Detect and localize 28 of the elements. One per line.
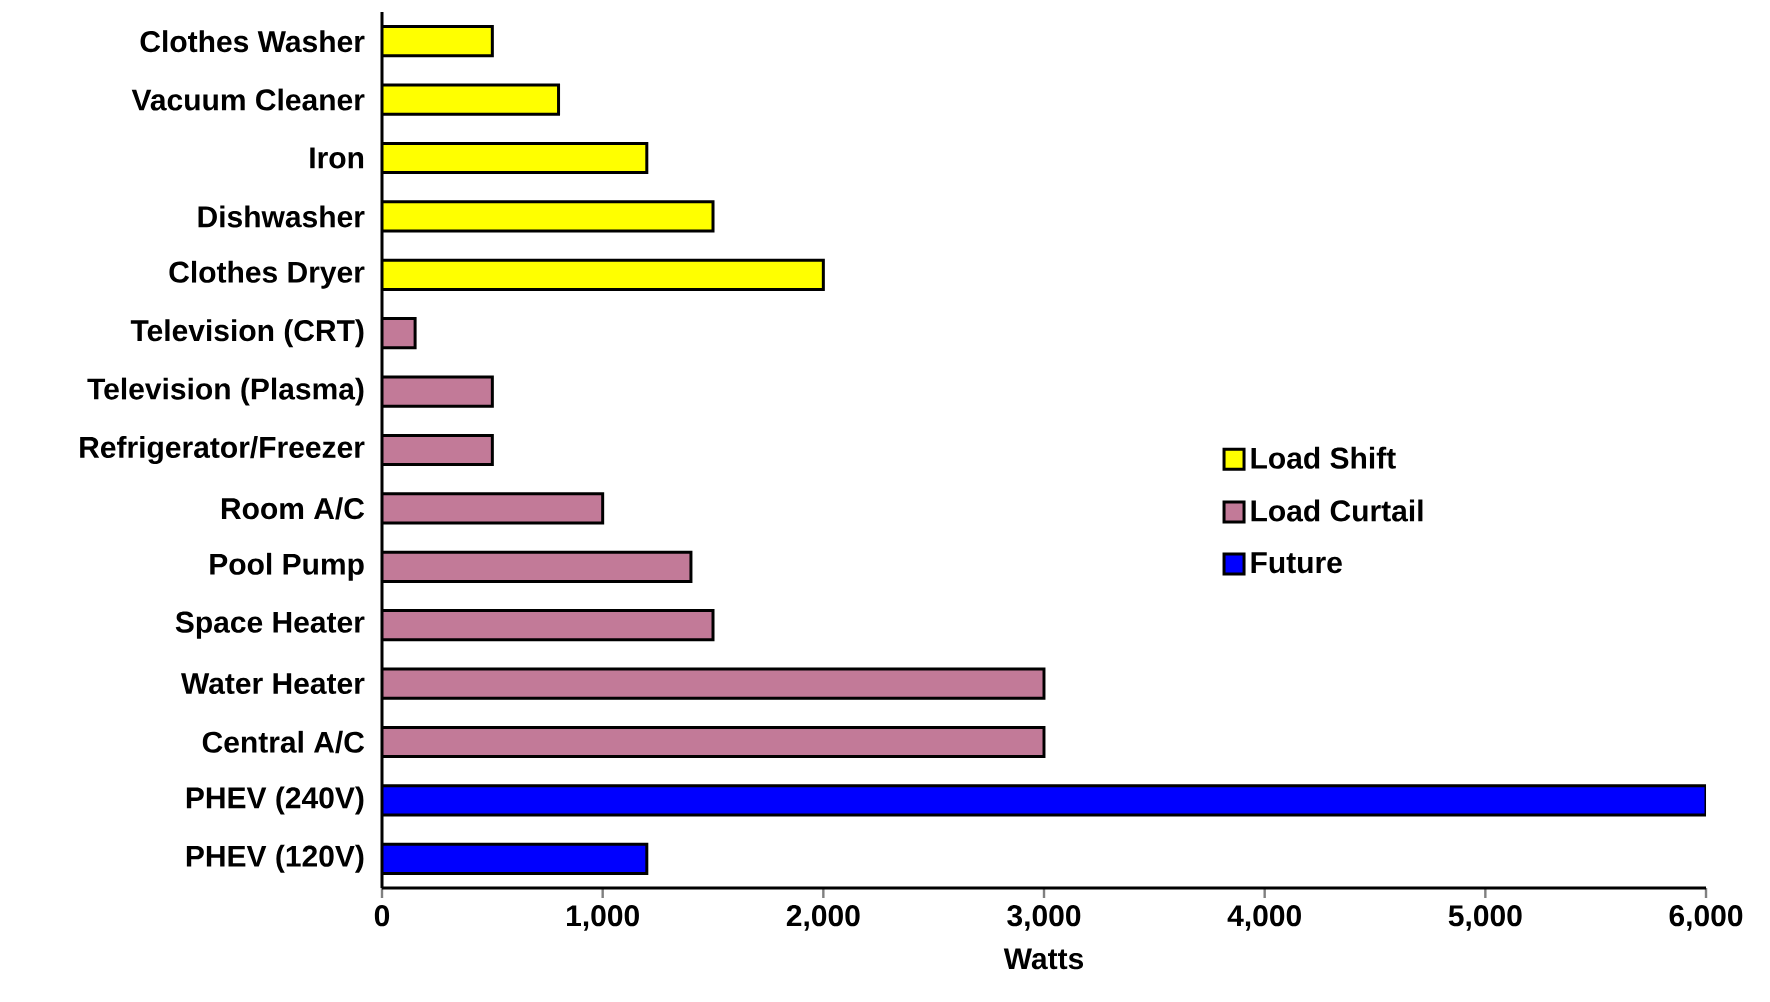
y-tick-label: Water Heater bbox=[181, 673, 365, 695]
y-tick-label: Refrigerator/Freezer bbox=[80, 435, 365, 465]
y-tick-label: PHEV (120V) bbox=[186, 844, 364, 873]
y-tick-label: Clothes Washer bbox=[140, 30, 365, 53]
legend-label: Load Curtail bbox=[1251, 499, 1423, 522]
legend-label: Load Shift bbox=[1251, 446, 1396, 469]
x-tick-label: 5,000 bbox=[1448, 905, 1522, 931]
y-tick-label: Space Heater bbox=[175, 611, 365, 639]
x-tick-label: 0 bbox=[374, 905, 390, 927]
y-tick-label: Pool Pump bbox=[210, 552, 364, 581]
y-tick-label: PHEV (240V) bbox=[186, 786, 364, 815]
x-tick-label: 3,000 bbox=[1007, 905, 1081, 931]
y-tick-label: Room A/C bbox=[221, 497, 365, 520]
y-tick-label: Television (CRT) bbox=[130, 319, 364, 348]
y-tick-label: Television (Plasma) bbox=[87, 377, 364, 406]
y-tick-label: Iron bbox=[310, 147, 364, 169]
y-tick-label: Dishwasher bbox=[198, 205, 365, 228]
x-axis-title: Watts bbox=[1003, 948, 1084, 970]
y-tick-label: Clothes Dryer bbox=[169, 260, 365, 289]
x-tick-label: 1,000 bbox=[567, 905, 639, 931]
x-tick-label: 6,000 bbox=[1669, 905, 1743, 931]
y-tick-label: Central A/C bbox=[202, 730, 365, 754]
bar bbox=[382, 784, 1707, 817]
x-tick-label: 4,000 bbox=[1227, 905, 1301, 931]
bar bbox=[382, 200, 715, 233]
y-tick-label: Vacuum Cleaner bbox=[131, 88, 365, 111]
legend-label: Future bbox=[1251, 552, 1342, 574]
x-tick-label: 2,000 bbox=[786, 905, 860, 931]
